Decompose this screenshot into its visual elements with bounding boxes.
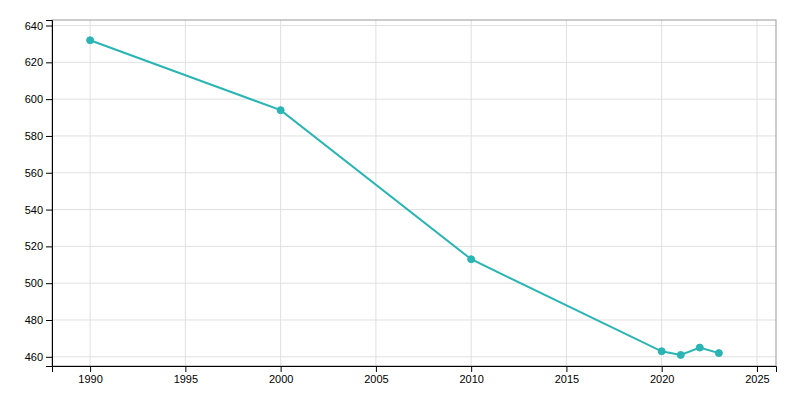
point [87,37,94,44]
grid [52,20,776,366]
plot-area: 1990 1995 2000 2005 2010 2015 2020 2025 460 480 50… [25,20,777,385]
tick-label: 2010 [459,373,483,385]
grid-line-y [52,283,776,284]
tick-mark [471,366,472,372]
tick-label: 1990 [78,373,102,385]
tick-mark [757,366,758,372]
tick: 2025 [745,366,769,385]
tick-label: 520 [25,240,43,252]
tick: 1990 [78,366,102,385]
point [715,350,722,357]
grid-line-y [52,319,776,320]
tick: 1995 [174,366,198,385]
tick-label: 460 [25,351,43,363]
tick: 2000 [269,366,293,385]
tick-mark [566,366,567,372]
tick: 600 [25,93,52,105]
grid-line-y [52,135,776,136]
tick: 2010 [459,366,483,385]
tick-mark [46,283,52,284]
grid-line-x [280,20,281,366]
tick-mark [46,210,52,211]
tick-mark [662,366,663,372]
tick-mark [46,246,52,247]
tick-mark [185,366,186,372]
tick-label: 1995 [174,373,198,385]
grid-line-y [52,25,776,26]
x-axis: 1990 1995 2000 2005 2010 2015 2020 2025 [53,366,777,385]
tick-mark [46,62,52,63]
tick: 540 [25,204,52,216]
grid-line-x [185,20,186,366]
tick-label: 640 [25,20,43,32]
tick-label: 2000 [269,373,293,385]
grid-line-x [661,20,662,366]
tick-mark [46,26,52,27]
point [658,348,665,355]
tick: 640 [25,20,52,32]
grid-line-y [52,356,776,357]
axis-line [46,21,53,367]
tick: 500 [25,277,52,289]
tick-label: 580 [25,130,43,142]
tick-mark [46,320,52,321]
grid-line-x [566,20,567,366]
tick-mark [90,366,91,372]
point [468,256,475,263]
grid-line-y [52,62,776,63]
grid-line-x [471,20,472,366]
grid-line-y [52,172,776,173]
tick-label: 2025 [745,373,769,385]
tick: 2020 [650,366,674,385]
axis-line [53,367,777,373]
tick: 2005 [364,366,388,385]
tick-label: 600 [25,93,43,105]
grid-line-y [52,99,776,100]
point [696,344,703,351]
grid-line-y [52,246,776,247]
series [87,37,723,359]
tick: 560 [25,167,52,179]
tick-mark [281,366,282,372]
tick: 480 [25,314,52,326]
grid-line-x [756,20,757,366]
y-axis: 460 480 500 520 540 560 580 600 620 640 [25,20,53,367]
tick: 520 [25,240,52,252]
tick-label: 480 [25,314,43,326]
plot-frame [52,20,776,366]
line [90,40,719,355]
tick-label: 500 [25,277,43,289]
tick: 2015 [555,366,579,385]
grid-line-y [52,209,776,210]
chart: 1990 1995 2000 2005 2010 2015 2020 2025 460 480 50… [0,0,800,400]
point [277,107,284,114]
tick-label: 620 [25,56,43,68]
grid-line-x [90,20,91,366]
tick: 460 [25,351,52,363]
tick: 620 [25,56,52,68]
tick-mark [46,99,52,100]
tick-mark [46,136,52,137]
tick-mark [376,366,377,372]
tick-label: 2015 [555,373,579,385]
tick-mark [46,173,52,174]
tick-label: 2005 [364,373,388,385]
tick-label: 540 [25,204,43,216]
grid-line-x [375,20,376,366]
tick-label: 2020 [650,373,674,385]
point [677,351,684,358]
tick-label: 560 [25,167,43,179]
tick-mark [46,357,52,358]
tick: 580 [25,130,52,142]
